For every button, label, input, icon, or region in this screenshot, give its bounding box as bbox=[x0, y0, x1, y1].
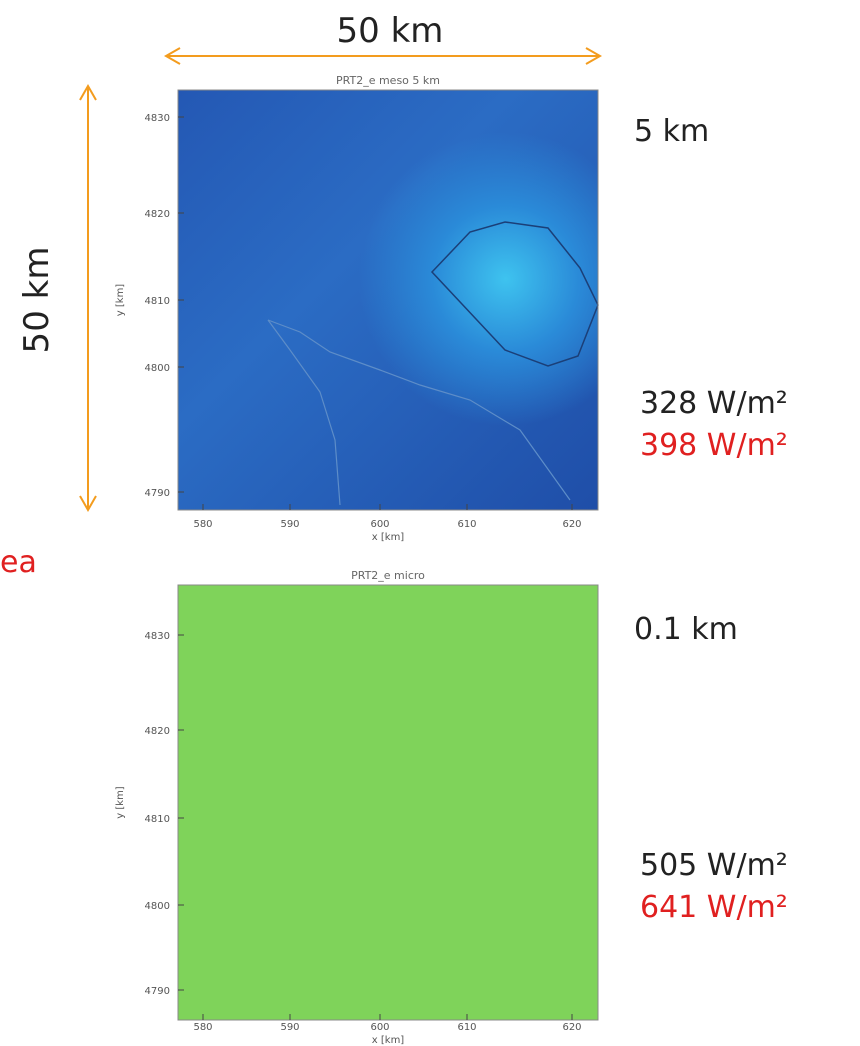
y-tick-label: 4800 bbox=[145, 901, 170, 912]
x-tick-label: 580 bbox=[193, 519, 212, 530]
x-tick-label: 620 bbox=[562, 1022, 581, 1033]
meso-map bbox=[178, 90, 598, 510]
flux-value: 505 W/m² bbox=[640, 848, 788, 883]
x-tick-label: 610 bbox=[457, 1022, 476, 1033]
plot-title: PRT2_e micro bbox=[351, 569, 425, 582]
x-tick-label: 620 bbox=[562, 519, 581, 530]
y-tick-label: 4820 bbox=[145, 726, 170, 737]
x-tick-label: 600 bbox=[370, 1022, 389, 1033]
y-tick-label: 4790 bbox=[145, 488, 170, 499]
flux-value-red: 641 W/m² bbox=[640, 890, 788, 925]
x-axis-label: x [km] bbox=[372, 532, 405, 543]
y-tick-label: 4830 bbox=[145, 113, 170, 124]
y-axis-label: y [km] bbox=[115, 284, 126, 317]
cut-label: ea bbox=[0, 545, 37, 580]
y-tick-label: 4810 bbox=[145, 296, 170, 307]
x-tick-label: 580 bbox=[193, 1022, 212, 1033]
y-tick-label: 4810 bbox=[145, 814, 170, 825]
width-label: 50 km bbox=[337, 11, 444, 51]
plot-title: PRT2_e meso 5 km bbox=[336, 74, 440, 87]
x-tick-label: 610 bbox=[457, 519, 476, 530]
y-tick-label: 4790 bbox=[145, 986, 170, 997]
resolution: 0.1 km bbox=[634, 612, 738, 647]
micro-map bbox=[178, 585, 598, 1020]
y-tick-label: 4830 bbox=[145, 631, 170, 642]
y-tick-label: 4820 bbox=[145, 209, 170, 220]
height-label: 50 km bbox=[17, 247, 57, 354]
figure: 50 km 50 km ea PRT2_e meso 5 km 4830 4820 4… bbox=[0, 0, 860, 1046]
flux-value: 328 W/m² bbox=[640, 386, 788, 421]
x-tick-label: 600 bbox=[370, 519, 389, 530]
x-axis-label: x [km] bbox=[372, 1035, 405, 1046]
y-tick-label: 4800 bbox=[145, 363, 170, 374]
x-tick-label: 590 bbox=[280, 519, 299, 530]
flux-value-red: 398 W/m² bbox=[640, 428, 788, 463]
x-tick-label: 590 bbox=[280, 1022, 299, 1033]
height-arrow bbox=[80, 86, 96, 510]
resolution: 5 km bbox=[634, 114, 709, 149]
y-axis-label: y [km] bbox=[115, 786, 126, 819]
